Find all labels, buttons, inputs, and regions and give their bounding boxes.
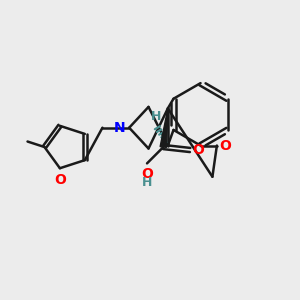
Text: N: N	[114, 121, 126, 135]
Text: O: O	[219, 139, 231, 152]
Text: H: H	[142, 176, 152, 189]
Polygon shape	[160, 108, 168, 147]
Text: O: O	[54, 173, 66, 187]
Text: O: O	[141, 167, 153, 181]
Text: O: O	[193, 143, 204, 157]
Text: H: H	[151, 110, 161, 123]
